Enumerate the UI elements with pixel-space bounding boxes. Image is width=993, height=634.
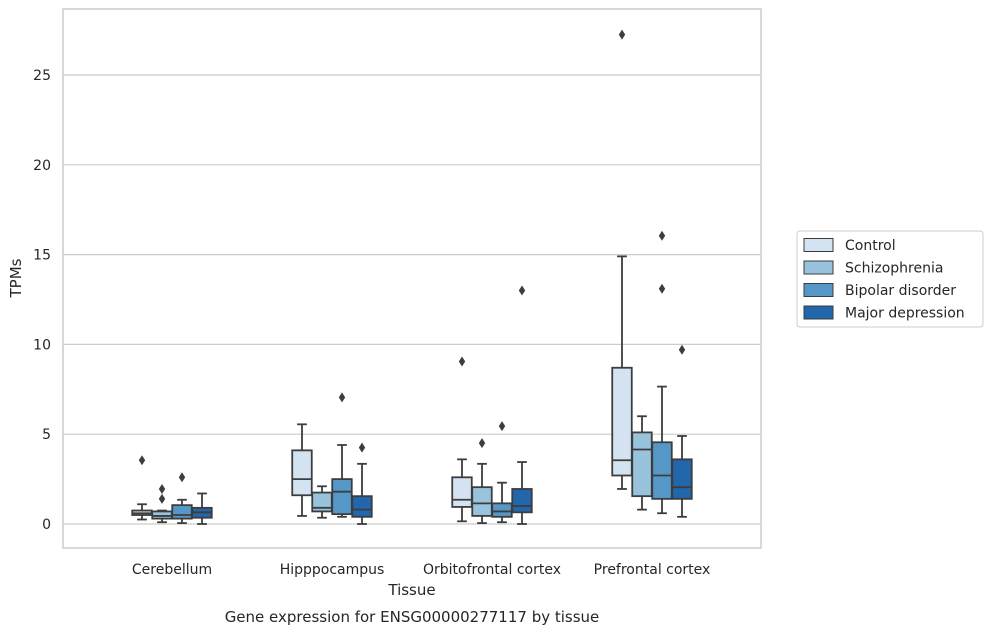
y-tick-label: 5 [42,427,51,443]
legend-swatch [803,238,834,252]
box-body [171,504,193,520]
box-major-depression [671,344,693,518]
outlier-point [458,356,466,367]
legend-label: Schizophrenia [845,261,943,277]
gridlines [63,74,761,525]
legend-frame [796,230,984,328]
box-control [451,356,473,523]
y-tick-label: 15 [33,248,51,264]
legend-label: Bipolar disorder [845,283,956,299]
box-body [471,486,493,517]
box-body [351,495,373,518]
box-body [491,502,513,518]
y-tick-label: 10 [33,337,51,353]
x-tick-labels: Cerebellum Hipppocampus Orbitofrontal cort… [132,562,710,578]
outlier-point [158,493,166,504]
box-schizophrenia [631,415,653,511]
outlier-point [358,442,366,453]
box-body [651,441,673,500]
y-tick-label: 20 [33,158,51,174]
legend-label: Major depression [845,306,965,322]
box-body [331,478,353,516]
outlier-point [518,285,526,296]
box-schizophrenia [151,483,173,524]
outlier-point [138,455,146,466]
legend: Control Schizophrenia Bipolar disorder Majo… [796,230,984,328]
legend-swatch [803,283,834,297]
box-body [291,449,313,497]
box-marks [131,29,693,525]
legend-label: Control [845,238,896,254]
y-tick-labels: 0 5 10 15 20 25 [33,68,51,533]
box-major-depression [191,492,213,525]
x-axis-label: Tissue [387,581,435,599]
box-body [511,488,533,514]
x-tick-label: Orbitofrontal cortex [423,562,561,578]
outlier-point [478,438,486,449]
box-bipolar-disorder [651,230,673,515]
outlier-point [658,283,666,294]
y-tick-label: 25 [33,68,51,84]
box-control [611,29,633,490]
box-bipolar-disorder [331,392,353,518]
x-tick-label: Cerebellum [132,562,212,578]
legend-swatch [803,305,834,320]
box-schizophrenia [311,485,333,519]
x-tick-label: Prefrontal cortex [594,562,711,578]
box-bipolar-disorder [171,472,193,525]
outlier-point [338,392,346,403]
outlier-point [178,472,186,483]
box-schizophrenia [471,438,493,525]
y-axis-label: TPMs [7,258,25,298]
outlier-point [498,421,506,432]
y-tick-label: 0 [42,517,51,533]
box-body [451,476,473,508]
x-tick-label: Hipppocampus [280,562,385,578]
box-body [611,366,633,477]
plot-frame [62,8,762,549]
outlier-point [158,483,166,494]
box-bipolar-disorder [491,421,513,524]
chart-caption: Gene expression for ENSG00000277117 by t… [225,608,600,626]
outlier-point [658,230,666,241]
outlier-point [618,29,626,40]
outlier-point [678,344,686,355]
box-body [671,458,693,500]
legend-swatch [803,260,834,275]
box-body [631,431,653,498]
box-major-depression [511,285,533,525]
box-major-depression [351,442,373,525]
box-control [131,455,153,521]
box-control [291,423,313,517]
